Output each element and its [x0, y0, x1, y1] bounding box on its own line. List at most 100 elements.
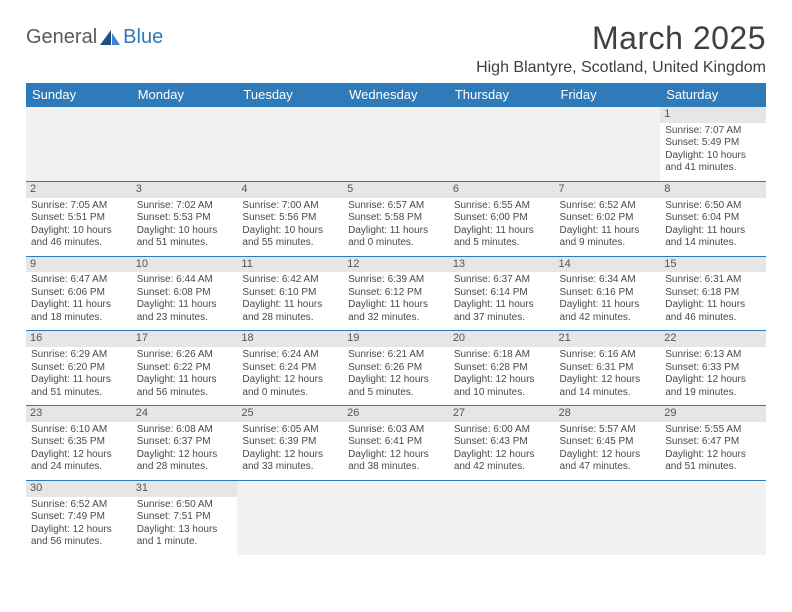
- day-header: Wednesday: [343, 83, 449, 107]
- day-number: 18: [237, 331, 343, 347]
- cell-sunset: Sunset: 6:18 PM: [665, 287, 761, 300]
- calendar-cell: 6Sunrise: 6:55 AMSunset: 6:00 PMDaylight…: [449, 181, 555, 256]
- cell-daylight1: Daylight: 11 hours: [137, 374, 233, 387]
- cell-sunset: Sunset: 6:43 PM: [454, 436, 550, 449]
- cell-daylight1: Daylight: 11 hours: [31, 374, 127, 387]
- calendar-cell: 12Sunrise: 6:39 AMSunset: 6:12 PMDayligh…: [343, 256, 449, 331]
- calendar-cell: 4Sunrise: 7:00 AMSunset: 5:56 PMDaylight…: [237, 181, 343, 256]
- day-number: 22: [660, 331, 766, 347]
- day-number: 23: [26, 406, 132, 422]
- cell-daylight2: and 0 minutes.: [348, 237, 444, 250]
- calendar-cell: 24Sunrise: 6:08 AMSunset: 6:37 PMDayligh…: [132, 406, 238, 481]
- cell-sunset: Sunset: 7:51 PM: [137, 511, 233, 524]
- day-number: 10: [132, 257, 238, 273]
- cell-daylight1: Daylight: 10 hours: [31, 225, 127, 238]
- calendar-cell: 25Sunrise: 6:05 AMSunset: 6:39 PMDayligh…: [237, 406, 343, 481]
- cell-sunset: Sunset: 6:04 PM: [665, 212, 761, 225]
- cell-daylight1: Daylight: 11 hours: [137, 299, 233, 312]
- day-number: 3: [132, 182, 238, 198]
- cell-sunrise: Sunrise: 6:26 AM: [137, 349, 233, 362]
- month-title: March 2025: [476, 20, 766, 57]
- day-number: 25: [237, 406, 343, 422]
- cell-sunset: Sunset: 6:31 PM: [560, 362, 656, 375]
- cell-daylight2: and 46 minutes.: [665, 312, 761, 325]
- cell-sunset: Sunset: 5:51 PM: [31, 212, 127, 225]
- calendar-cell: 30Sunrise: 6:52 AMSunset: 7:49 PMDayligh…: [26, 480, 132, 554]
- cell-sunrise: Sunrise: 6:03 AM: [348, 424, 444, 437]
- day-number: 27: [449, 406, 555, 422]
- calendar-cell: [343, 107, 449, 182]
- cell-sunset: Sunset: 6:14 PM: [454, 287, 550, 300]
- calendar-cell: 13Sunrise: 6:37 AMSunset: 6:14 PMDayligh…: [449, 256, 555, 331]
- cell-daylight2: and 10 minutes.: [454, 387, 550, 400]
- cell-daylight1: Daylight: 11 hours: [454, 299, 550, 312]
- cell-sunset: Sunset: 6:20 PM: [31, 362, 127, 375]
- day-header: Sunday: [26, 83, 132, 107]
- cell-sunrise: Sunrise: 6:50 AM: [137, 499, 233, 512]
- calendar-header-row: SundayMondayTuesdayWednesdayThursdayFrid…: [26, 83, 766, 107]
- day-header: Thursday: [449, 83, 555, 107]
- cell-sunrise: Sunrise: 6:37 AM: [454, 274, 550, 287]
- cell-daylight1: Daylight: 11 hours: [31, 299, 127, 312]
- cell-daylight1: Daylight: 11 hours: [665, 225, 761, 238]
- cell-daylight2: and 37 minutes.: [454, 312, 550, 325]
- logo-sail-icon: [99, 29, 121, 47]
- cell-daylight2: and 41 minutes.: [665, 162, 761, 175]
- calendar-cell: 1Sunrise: 7:07 AMSunset: 5:49 PMDaylight…: [660, 107, 766, 182]
- cell-daylight1: Daylight: 12 hours: [560, 374, 656, 387]
- cell-daylight1: Daylight: 12 hours: [454, 449, 550, 462]
- cell-daylight2: and 42 minutes.: [560, 312, 656, 325]
- calendar-cell: 17Sunrise: 6:26 AMSunset: 6:22 PMDayligh…: [132, 331, 238, 406]
- calendar-cell: 8Sunrise: 6:50 AMSunset: 6:04 PMDaylight…: [660, 181, 766, 256]
- cell-sunset: Sunset: 6:02 PM: [560, 212, 656, 225]
- cell-sunset: Sunset: 6:06 PM: [31, 287, 127, 300]
- cell-daylight2: and 5 minutes.: [348, 387, 444, 400]
- calendar-cell: 15Sunrise: 6:31 AMSunset: 6:18 PMDayligh…: [660, 256, 766, 331]
- cell-sunrise: Sunrise: 7:07 AM: [665, 125, 761, 138]
- cell-sunset: Sunset: 5:58 PM: [348, 212, 444, 225]
- cell-daylight2: and 47 minutes.: [560, 461, 656, 474]
- day-number: 9: [26, 257, 132, 273]
- calendar-cell: 5Sunrise: 6:57 AMSunset: 5:58 PMDaylight…: [343, 181, 449, 256]
- cell-sunrise: Sunrise: 7:02 AM: [137, 200, 233, 213]
- day-number: 6: [449, 182, 555, 198]
- cell-daylight2: and 51 minutes.: [137, 237, 233, 250]
- cell-sunrise: Sunrise: 7:05 AM: [31, 200, 127, 213]
- cell-daylight2: and 56 minutes.: [137, 387, 233, 400]
- cell-sunset: Sunset: 5:49 PM: [665, 137, 761, 150]
- cell-daylight1: Daylight: 12 hours: [242, 374, 338, 387]
- calendar-cell: [555, 480, 661, 554]
- cell-daylight1: Daylight: 12 hours: [665, 374, 761, 387]
- day-number: 2: [26, 182, 132, 198]
- cell-sunset: Sunset: 6:10 PM: [242, 287, 338, 300]
- calendar-cell: 18Sunrise: 6:24 AMSunset: 6:24 PMDayligh…: [237, 331, 343, 406]
- cell-daylight1: Daylight: 12 hours: [31, 449, 127, 462]
- cell-sunrise: Sunrise: 6:24 AM: [242, 349, 338, 362]
- cell-sunrise: Sunrise: 6:44 AM: [137, 274, 233, 287]
- cell-sunrise: Sunrise: 6:16 AM: [560, 349, 656, 362]
- cell-sunrise: Sunrise: 6:05 AM: [242, 424, 338, 437]
- cell-daylight1: Daylight: 12 hours: [454, 374, 550, 387]
- calendar-cell: 27Sunrise: 6:00 AMSunset: 6:43 PMDayligh…: [449, 406, 555, 481]
- day-number: 4: [237, 182, 343, 198]
- calendar-cell: 19Sunrise: 6:21 AMSunset: 6:26 PMDayligh…: [343, 331, 449, 406]
- calendar-cell: 16Sunrise: 6:29 AMSunset: 6:20 PMDayligh…: [26, 331, 132, 406]
- cell-daylight2: and 0 minutes.: [242, 387, 338, 400]
- cell-daylight1: Daylight: 11 hours: [665, 299, 761, 312]
- cell-sunrise: Sunrise: 5:55 AM: [665, 424, 761, 437]
- cell-sunset: Sunset: 6:35 PM: [31, 436, 127, 449]
- day-header: Tuesday: [237, 83, 343, 107]
- cell-daylight1: Daylight: 11 hours: [560, 299, 656, 312]
- cell-daylight2: and 14 minutes.: [665, 237, 761, 250]
- day-header: Friday: [555, 83, 661, 107]
- calendar-cell: [237, 107, 343, 182]
- logo: General Blue: [26, 26, 163, 49]
- cell-daylight2: and 33 minutes.: [242, 461, 338, 474]
- location: High Blantyre, Scotland, United Kingdom: [476, 59, 766, 77]
- cell-sunset: Sunset: 6:39 PM: [242, 436, 338, 449]
- cell-sunset: Sunset: 6:47 PM: [665, 436, 761, 449]
- day-header: Saturday: [660, 83, 766, 107]
- cell-sunset: Sunset: 6:08 PM: [137, 287, 233, 300]
- cell-sunrise: Sunrise: 6:50 AM: [665, 200, 761, 213]
- cell-sunrise: Sunrise: 6:47 AM: [31, 274, 127, 287]
